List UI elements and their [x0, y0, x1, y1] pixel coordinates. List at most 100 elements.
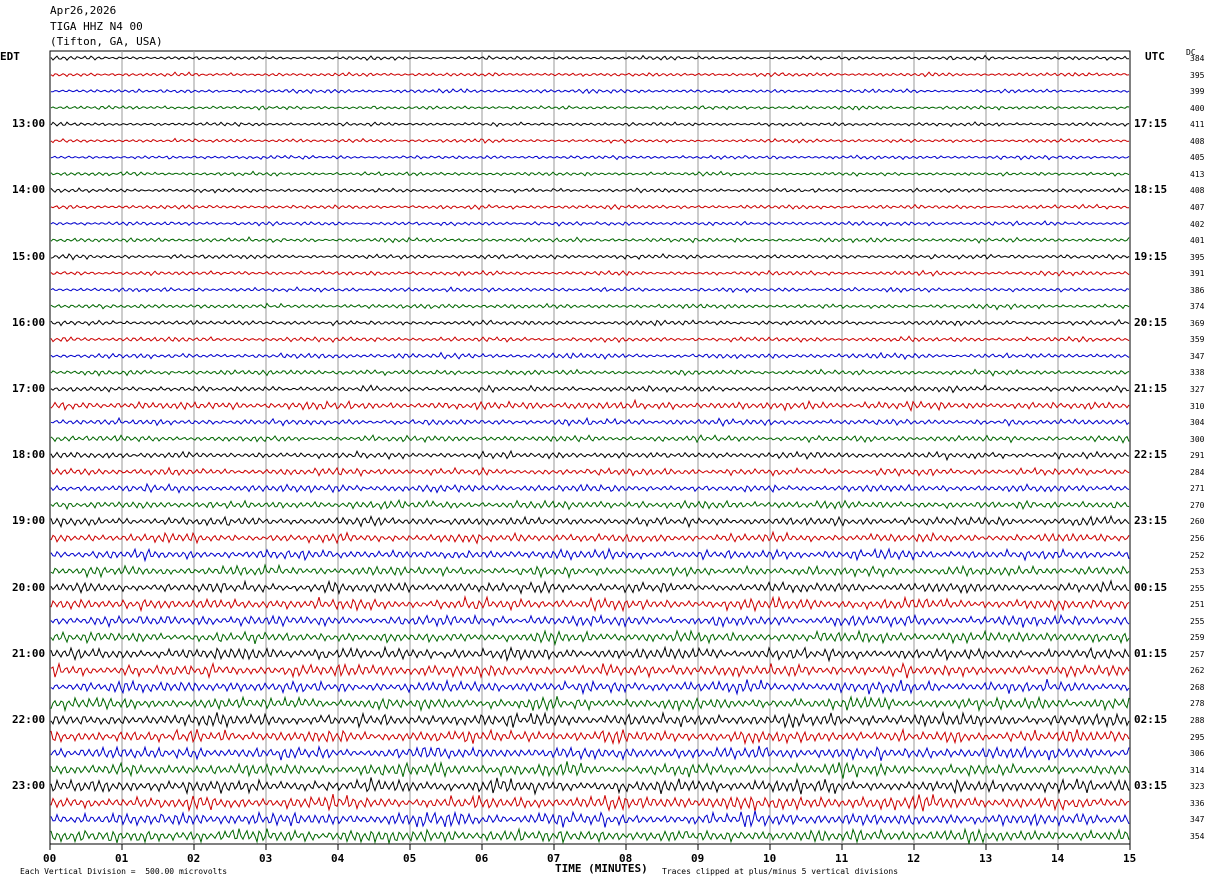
x-tick-label: 00 — [43, 852, 57, 865]
right-hour-label: 03:15 — [1134, 779, 1168, 793]
dc-offset-label: 259 — [1190, 633, 1205, 643]
dc-offset-label: 408 — [1190, 186, 1205, 196]
x-tick-label: 05 — [403, 852, 417, 865]
left-hour-label: 20:00 — [12, 580, 46, 594]
trace-line — [50, 434, 1130, 444]
trace-line — [50, 318, 1130, 327]
header-date: Apr26,2026 — [50, 4, 117, 17]
dc-offset-label: 400 — [1190, 103, 1205, 113]
left-hour-label: 13:00 — [12, 117, 46, 131]
trace-line — [50, 661, 1130, 680]
trace-line — [50, 104, 1130, 111]
trace-line — [50, 335, 1130, 344]
dc-offset-label: 336 — [1190, 798, 1205, 808]
trace-line — [50, 563, 1130, 580]
trace-line — [50, 154, 1130, 161]
dc-offset-label: 252 — [1190, 550, 1205, 560]
trace-line — [50, 71, 1130, 78]
dc-offset-label: 411 — [1190, 120, 1205, 130]
dc-offset-label: 310 — [1190, 401, 1205, 411]
dc-offset-label: 288 — [1190, 716, 1205, 725]
x-tick-label: 08 — [619, 852, 633, 865]
right-hour-label: 18:15 — [1134, 183, 1168, 197]
trace-line — [50, 54, 1129, 61]
dc-offset-label: 268 — [1190, 682, 1205, 692]
dc-offset-label: 278 — [1190, 699, 1205, 709]
dc-offset-label: 405 — [1190, 153, 1205, 163]
dc-offset-label: 306 — [1190, 749, 1205, 759]
left-hour-label: 21:00 — [12, 646, 46, 660]
left-timezone: EDT — [0, 50, 20, 63]
trace-line — [50, 269, 1130, 277]
dc-offset-label: 295 — [1190, 732, 1205, 742]
trace-line — [50, 613, 1130, 629]
trace-line — [50, 302, 1130, 311]
left-hour-label: 18:00 — [12, 448, 46, 462]
dc-offset-label: 327 — [1190, 385, 1205, 394]
x-tick-label: 11 — [835, 852, 849, 865]
dc-offset-label: 369 — [1190, 318, 1205, 328]
x-axis-label: TIME (MINUTES) — [555, 862, 648, 875]
left-hour-label: 19:00 — [12, 514, 46, 528]
trace-line — [50, 170, 1130, 177]
trace-line — [50, 137, 1130, 144]
dc-offset-label: 255 — [1190, 583, 1205, 593]
trace-line — [50, 498, 1130, 511]
left-hour-label: 23:00 — [12, 779, 46, 793]
trace-line — [50, 727, 1130, 746]
dc-offset-label: 260 — [1190, 517, 1205, 527]
clip-note: Traces clipped at plus/minus 5 vertical … — [662, 867, 899, 876]
right-hour-label: 22:15 — [1134, 448, 1168, 462]
x-tick-label: 01 — [115, 852, 129, 865]
dc-offset-label: 347 — [1190, 815, 1205, 825]
right-hour-label: 00:15 — [1134, 580, 1168, 594]
dc-offset-label: 374 — [1190, 302, 1205, 312]
right-hour-label: 19:15 — [1134, 249, 1168, 263]
right-hour-label: 20:15 — [1134, 315, 1168, 329]
dc-offset-label: 413 — [1190, 169, 1205, 179]
trace-line — [50, 810, 1130, 828]
trace-line — [50, 629, 1130, 647]
trace-line — [50, 760, 1130, 779]
trace-line — [50, 187, 1130, 194]
left-hour-label: 17:00 — [12, 382, 46, 395]
dc-offset-label: 386 — [1190, 285, 1205, 295]
dc-offset-label: 251 — [1190, 600, 1205, 610]
trace-line — [50, 827, 1130, 845]
trace-line — [50, 351, 1130, 361]
x-tick-label: 09 — [691, 852, 705, 865]
x-tick-label: 13 — [979, 852, 993, 865]
x-tick-label: 06 — [475, 852, 489, 865]
dc-offset-label: 407 — [1190, 202, 1205, 212]
left-hour-label: 14:00 — [12, 183, 46, 197]
dc-offset-label: 304 — [1190, 418, 1205, 428]
header-location: (Tifton, GA, USA) — [50, 35, 163, 48]
plot-frame — [49, 50, 1131, 845]
dc-label: DC — [1186, 48, 1196, 57]
trace-line — [50, 678, 1130, 696]
dc-offset-label: 255 — [1190, 616, 1205, 626]
dc-offset-label: 291 — [1190, 451, 1205, 461]
dc-offset-label: 354 — [1190, 831, 1205, 841]
dc-offset-label: 271 — [1190, 484, 1205, 494]
dc-offset-label: 384 — [1190, 54, 1205, 63]
x-tick-label: 12 — [907, 852, 921, 865]
dc-offset-label: 347 — [1190, 351, 1205, 361]
dc-offset-label: 395 — [1190, 70, 1205, 80]
right-hour-label: 21:15 — [1134, 382, 1168, 395]
trace-line — [50, 777, 1130, 796]
trace-line — [50, 236, 1130, 244]
trace-line — [50, 482, 1130, 494]
trace-line — [50, 530, 1130, 545]
trace-line — [50, 286, 1130, 294]
x-tick-label: 04 — [331, 852, 345, 865]
dc-offset-label: 399 — [1190, 87, 1205, 97]
dc-offset-label: 253 — [1190, 567, 1205, 577]
trace-line — [50, 695, 1130, 713]
dc-offset-label: 270 — [1190, 500, 1205, 510]
trace-line — [50, 744, 1130, 762]
trace-line — [50, 220, 1130, 227]
trace-line — [50, 579, 1130, 595]
scale-note: Each Vertical Division = 500.00 microvol… — [20, 867, 228, 876]
trace-line — [50, 203, 1129, 211]
